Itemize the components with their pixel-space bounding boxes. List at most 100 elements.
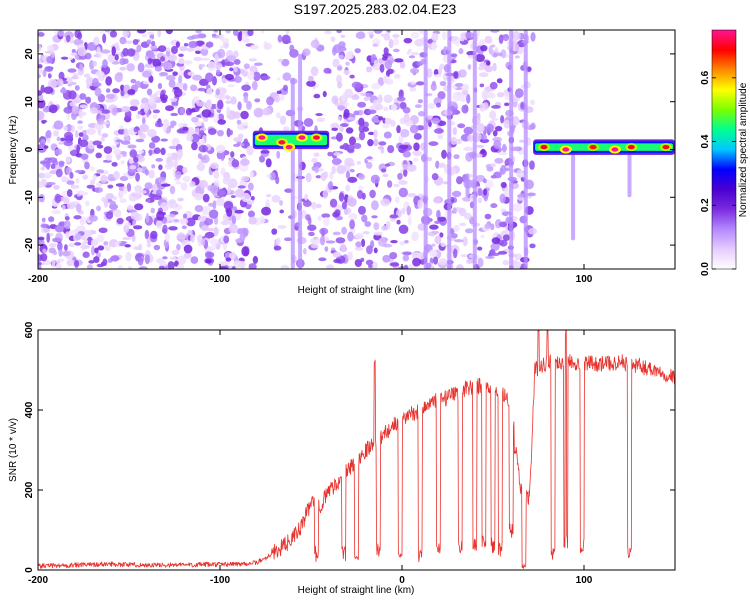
heatmap-cell	[47, 79, 58, 89]
heatmap-cell	[452, 127, 457, 136]
heatmap-cell	[438, 162, 446, 168]
heatmap-cell	[398, 134, 404, 144]
heatmap-cell	[60, 56, 69, 60]
heatmap-cell	[81, 241, 86, 251]
heatmap-cell	[278, 58, 283, 63]
heatmap-cell	[333, 44, 342, 54]
heatmap-cell	[308, 231, 315, 237]
heatmap-cell	[152, 109, 161, 114]
snr-series	[38, 330, 675, 569]
heatmap-cell	[202, 193, 210, 203]
heatmap-cell	[349, 219, 356, 230]
heatmap-cell	[210, 162, 219, 170]
heatmap-cell	[61, 204, 66, 210]
heatmap-cell	[348, 213, 358, 221]
heatmap-cell	[365, 259, 374, 266]
heatmap-cell	[282, 126, 290, 132]
heatmap-cell	[145, 213, 150, 223]
heatmap-cell	[303, 248, 307, 255]
heatmap-cell	[90, 245, 96, 256]
heatmap-cell	[213, 226, 219, 237]
heatmap-cell	[100, 174, 108, 184]
heatmap-cell	[41, 228, 51, 234]
heatmap-cell	[237, 101, 242, 111]
heatmap-cell	[126, 205, 134, 212]
heatmap-cell	[200, 57, 211, 61]
heatmap-cell	[68, 229, 79, 236]
heatmap-cell	[276, 237, 281, 246]
heatmap-cell	[479, 83, 485, 88]
heatmap-cell	[135, 172, 140, 182]
heatmap-cell	[101, 133, 109, 138]
heatmap-cell	[437, 134, 443, 140]
heatmap-cell	[467, 134, 474, 142]
heatmap-streak	[472, 30, 477, 269]
heatmap-cell	[153, 147, 161, 154]
heatmap-cell	[113, 209, 122, 218]
heatmap-cell	[116, 153, 121, 161]
heatmap-cell	[53, 130, 59, 137]
x-tick-label: 0	[399, 575, 405, 586]
heatmap-cell	[461, 84, 470, 91]
heatmap-cell	[44, 50, 55, 54]
heatmap-cell	[65, 231, 70, 239]
heatmap-cell	[129, 164, 137, 170]
heatmap-cell	[247, 210, 255, 218]
heatmap-cell	[516, 169, 524, 179]
heatmap-cell	[252, 255, 259, 264]
heatmap-cell	[327, 181, 334, 191]
heatmap-cell	[490, 242, 500, 251]
heatmap-cell	[432, 197, 442, 204]
heatmap-cell	[489, 110, 497, 119]
heatmap-cell	[71, 48, 76, 54]
heatmap-cell	[371, 215, 378, 219]
heatmap-cell	[528, 228, 537, 235]
heatmap-cell	[233, 67, 238, 72]
heatmap-cell	[388, 38, 394, 49]
heatmap-cell	[174, 170, 182, 179]
heatmap-cell	[414, 38, 425, 47]
heatmap-cell	[38, 68, 43, 74]
spectrogram-y-axis-label: Frequency (Hz)	[8, 116, 19, 185]
heatmap-cell	[89, 166, 96, 171]
heatmap-cell	[155, 219, 163, 229]
heatmap-cell	[373, 30, 383, 34]
heatmap-cell	[187, 229, 193, 235]
heatmap-cell	[475, 174, 486, 183]
heatmap-cell	[494, 157, 504, 164]
heatmap-cell	[64, 216, 70, 221]
heatmap-cell	[351, 81, 362, 89]
heatmap-cell	[119, 176, 129, 182]
heatmap-cell	[58, 141, 65, 145]
heatmap-cell	[305, 172, 312, 183]
heatmap-cell	[455, 264, 464, 269]
heatmap-cell	[493, 171, 502, 179]
heatmap-cell	[484, 179, 494, 189]
heatmap-cell	[44, 66, 54, 72]
heatmap-cell	[404, 239, 409, 244]
heatmap-cell	[320, 172, 327, 181]
heatmap-cell	[333, 152, 341, 156]
heatmap-cell	[136, 30, 147, 34]
heatmap-cell	[185, 217, 196, 227]
heatmap-cell	[217, 119, 226, 125]
hot-spot	[540, 144, 548, 150]
heatmap-cell	[331, 127, 339, 132]
hot-spot	[258, 135, 266, 140]
heatmap-cell	[133, 156, 139, 163]
heatmap-cell	[477, 197, 483, 204]
heatmap-cell	[75, 232, 82, 241]
heatmap-cell	[370, 174, 380, 184]
heatmap-cell	[354, 232, 364, 240]
heatmap-cell	[334, 209, 341, 217]
heatmap-cell	[332, 58, 340, 68]
heatmap-cell	[418, 30, 424, 35]
heatmap-cell	[50, 163, 56, 170]
heatmap-cell	[241, 32, 247, 42]
heatmap-cell	[98, 227, 108, 234]
heatmap-cell	[463, 146, 474, 152]
heatmap-cell	[458, 222, 467, 227]
heatmap-cell	[137, 257, 144, 266]
heatmap-cell	[55, 168, 63, 178]
heatmap-cell	[115, 41, 119, 48]
